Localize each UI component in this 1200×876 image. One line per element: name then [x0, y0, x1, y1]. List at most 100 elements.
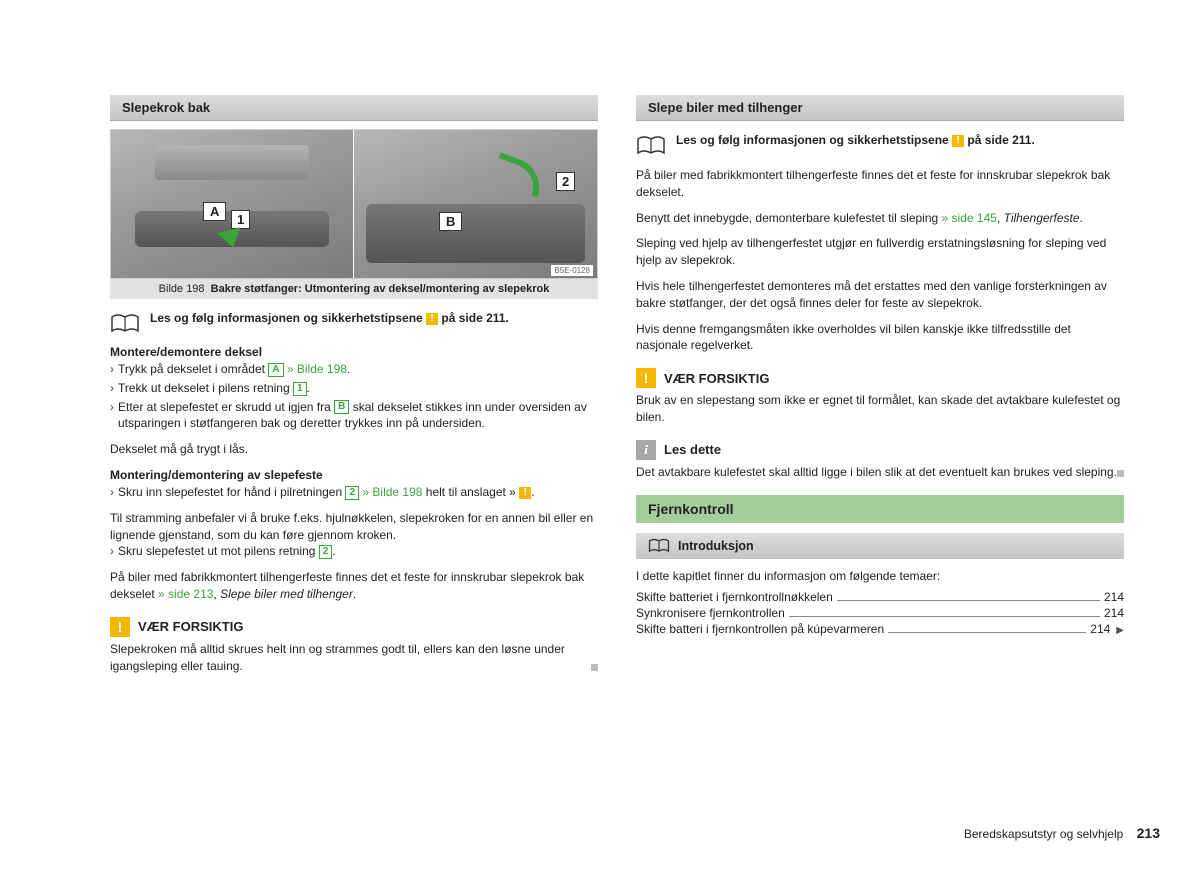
note-heading: i Les dette — [636, 440, 1124, 460]
info-post: på side 211. — [441, 311, 508, 325]
p-trailer-ital: Slepe biler med tilhenger — [220, 587, 353, 601]
figure-198: A 1 B 2 B5E-0128 — [110, 129, 598, 279]
para-r1: På biler med fabrikkmontert tilhengerfes… — [636, 167, 1124, 201]
inline-marker-2: 2 — [345, 486, 359, 500]
alert-heading-left: ! VÆR FORSIKTIG — [110, 617, 598, 637]
info-icon-large: i — [636, 440, 656, 460]
alert-title-right: VÆR FORSIKTIG — [664, 371, 769, 386]
toc-dots — [789, 616, 1100, 617]
figure-caption: Bilde 198 Bakre støtfanger: Utmontering … — [110, 279, 598, 299]
para-r3: Sleping ved hjelp av tilhengerfestet utg… — [636, 235, 1124, 269]
alert-body-text: Slepekroken må alltid skrues helt inn og… — [110, 642, 565, 673]
b1-pre: Trykk på dekselet i området — [118, 362, 265, 376]
subtitle-montering2: Montering/demontering av slepefeste — [110, 468, 598, 482]
car-window-shape — [155, 145, 310, 181]
bullet-list-1: › Trykk på dekselet i området A » Bilde … — [110, 361, 598, 432]
bullet-5: › Skru slepefestet ut mot pilens retning… — [110, 543, 598, 560]
para-lock: Dekselet må gå trygt i lås. — [110, 441, 598, 458]
para-r5: Hvis denne fremgangsmåten ikke overholde… — [636, 321, 1124, 355]
bullet-3: › Etter at slepefestet er skrudd ut igje… — [110, 399, 598, 433]
book-icon — [110, 313, 140, 335]
toc-dots — [837, 600, 1100, 601]
toc-list: Skifte batteriet i fjernkontrollnøkkelen… — [636, 590, 1124, 636]
toc-label-0: Skifte batteriet i fjernkontrollnøkkelen — [636, 590, 833, 604]
note-title: Les dette — [664, 442, 721, 457]
figure-left-panel: A 1 — [111, 130, 354, 278]
book-icon — [648, 538, 670, 554]
marker-2: 2 — [556, 172, 575, 191]
b5-pre: Skru slepefestet ut mot pilens retning — [118, 544, 315, 558]
car-bumper-shape-2 — [366, 204, 585, 263]
p2-ital: Tilhengerfeste — [1004, 211, 1080, 225]
bullet-list-2: › Skru inn slepefestet for hånd i pilret… — [110, 484, 598, 501]
toc-row[interactable]: Synkronisere fjernkontrollen 214 — [636, 606, 1124, 620]
marker-B: B — [439, 212, 462, 231]
b4-pre: Skru inn slepefestet for hånd i pilretni… — [118, 485, 342, 499]
caption-text: Bakre støtfanger: Utmontering av deksel/… — [211, 283, 550, 295]
chevron-icon: › — [110, 361, 114, 378]
end-square-icon — [1117, 470, 1124, 477]
toc-row[interactable]: Skifte batteri i fjernkontrollen på kúpe… — [636, 622, 1124, 636]
warning-icon-large: ! — [636, 368, 656, 388]
para-r2: Benytt det innebygde, demonterbare kulef… — [636, 210, 1124, 227]
note-body-text: Det avtakbare kulefestet skal alltid lig… — [636, 465, 1117, 479]
bullet-1: › Trykk på dekselet i området A » Bilde … — [110, 361, 598, 378]
bullet-list-3: › Skru slepefestet ut mot pilens retning… — [110, 543, 598, 560]
p2-pre: Benytt det innebygde, demonterbare kulef… — [636, 211, 938, 225]
chevron-icon: › — [110, 380, 114, 397]
alert-title-left: VÆR FORSIKTIG — [138, 619, 243, 634]
b4-mid[interactable]: » Bilde 198 — [362, 485, 422, 499]
inline-marker-1: 1 — [293, 382, 307, 396]
b1-post: . — [347, 362, 350, 376]
end-square-icon — [591, 664, 598, 671]
toc-row[interactable]: Skifte batteriet i fjernkontrollnøkkelen… — [636, 590, 1124, 604]
marker-A: A — [203, 202, 226, 221]
caption-prefix: Bilde 198 — [159, 283, 205, 295]
toc-label-2: Skifte batteri i fjernkontrollen på kúpe… — [636, 622, 884, 636]
chevron-icon: › — [110, 543, 114, 560]
marker-1: 1 — [231, 210, 250, 229]
right-column: Slepe biler med tilhenger Les og følg in… — [636, 95, 1124, 674]
info-text-right: Les og følg informasjonen og sikkerhetst… — [676, 133, 1035, 147]
p2-link[interactable]: » side 145 — [942, 211, 997, 225]
b4-end: . — [531, 485, 534, 499]
subtitle-montere: Montere/demontere deksel — [110, 345, 598, 359]
toc-label-1: Synkronisere fjernkontrollen — [636, 606, 785, 620]
b4-post: helt til anslaget » — [426, 485, 516, 499]
alert-heading-right: ! VÆR FORSIKTIG — [636, 368, 1124, 388]
toc-dots — [888, 632, 1086, 633]
warning-icon-large: ! — [110, 617, 130, 637]
bullet-4: › Skru inn slepefestet for hånd i pilret… — [110, 484, 598, 501]
subheader-introduksjon: Introduksjon — [636, 533, 1124, 559]
b2-post: . — [307, 381, 310, 395]
left-column: Slepekrok bak A 1 B 2 B5E-0128 Bilde 198… — [110, 95, 598, 674]
info-row-left: Les og følg informasjonen og sikkerhetst… — [110, 311, 598, 335]
para-tight: Til stramming anbefaler vi å bruke f.eks… — [110, 510, 598, 544]
toc-page-0: 214 — [1104, 590, 1124, 604]
p-trailer-link[interactable]: » side 213 — [158, 587, 213, 601]
alert-body-right: Bruk av en slepestang som ikke er egnet … — [636, 392, 1124, 426]
figure-right-panel: B 2 — [354, 130, 597, 278]
chevron-icon: › — [110, 484, 114, 501]
book-icon — [636, 135, 666, 157]
info-pre-r: Les og følg informasjonen og sikkerhetst… — [676, 133, 949, 147]
info-pre: Les og følg informasjonen og sikkerhetst… — [150, 311, 423, 325]
b1-ref[interactable]: » Bilde 198 — [287, 362, 347, 376]
section-header-fjernkontroll: Fjernkontroll — [636, 495, 1124, 523]
info-row-right: Les og følg informasjonen og sikkerhetst… — [636, 133, 1124, 157]
b5-post: . — [332, 544, 335, 558]
alert-body-left: Slepekroken må alltid skrues helt inn og… — [110, 641, 598, 675]
inline-marker-A: A — [268, 363, 283, 377]
para-r4: Hvis hele tilhengerfestet demonteres må … — [636, 278, 1124, 312]
warning-icon: ! — [426, 313, 438, 325]
footer-label: Beredskapsutstyr og selvhjelp — [964, 827, 1123, 841]
info-text-left: Les og følg informasjonen og sikkerhetst… — [150, 311, 509, 325]
para-trailer: På biler med fabrikkmontert tilhengerfes… — [110, 569, 598, 603]
b3-pre: Etter at slepefestet er skrudd ut igjen … — [118, 400, 331, 414]
footer-page: 213 — [1137, 825, 1160, 841]
green-arc-icon — [490, 152, 547, 197]
bullet-2: › Trekk ut dekselet i pilens retning 1. — [110, 380, 598, 397]
section-header-slepekrok: Slepekrok bak — [110, 95, 598, 121]
intro-lead: I dette kapitlet finner du informasjon o… — [636, 568, 1124, 585]
intro-header-text: Introduksjon — [678, 539, 754, 553]
